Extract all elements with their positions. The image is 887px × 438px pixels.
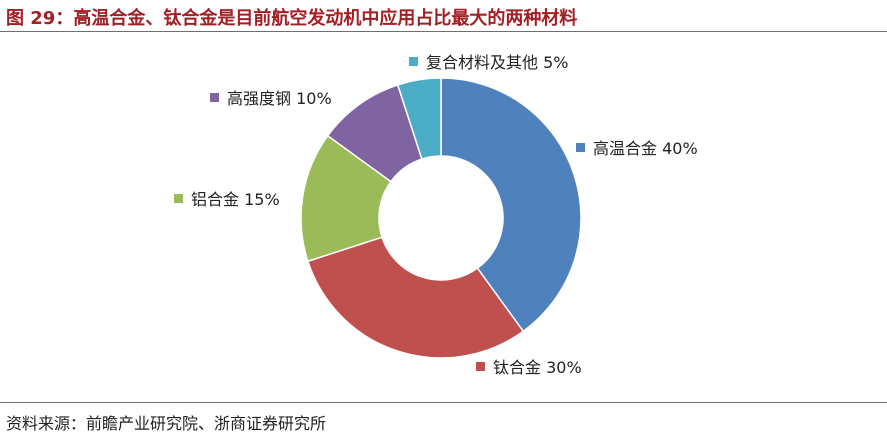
label-marker-4 <box>210 93 219 102</box>
top-divider <box>0 31 887 32</box>
slice-2 <box>306 236 525 359</box>
figure-title: 图 29：高温合金、钛合金是目前航空发动机中应用占比最大的两种材料 <box>6 8 578 29</box>
slice-3 <box>300 134 392 263</box>
slice-5 <box>396 77 442 160</box>
slice-label-5: 复合材料及其他 5% <box>426 53 568 72</box>
slice-label-1: 高温合金 40% <box>593 139 698 158</box>
donut-slices <box>300 77 582 359</box>
slice-label-4: 高强度钢 10% <box>227 89 332 108</box>
slice-label-2: 钛合金 30% <box>493 358 582 377</box>
label-marker-5 <box>409 57 418 66</box>
slice-1 <box>440 77 582 333</box>
slice-labels: 高温合金 40% 钛合金 30% 铝合金 15% 高强度钢 10% 复合材料及其他 5% <box>174 53 698 377</box>
label-marker-1 <box>576 143 585 152</box>
source-note: 资料来源：前瞻产业研究院、浙商证券研究所 <box>6 414 327 433</box>
label-marker-2 <box>476 362 485 371</box>
slice-label-3: 铝合金 15% <box>191 190 280 209</box>
label-marker-3 <box>174 194 183 203</box>
bottom-divider <box>0 402 887 403</box>
